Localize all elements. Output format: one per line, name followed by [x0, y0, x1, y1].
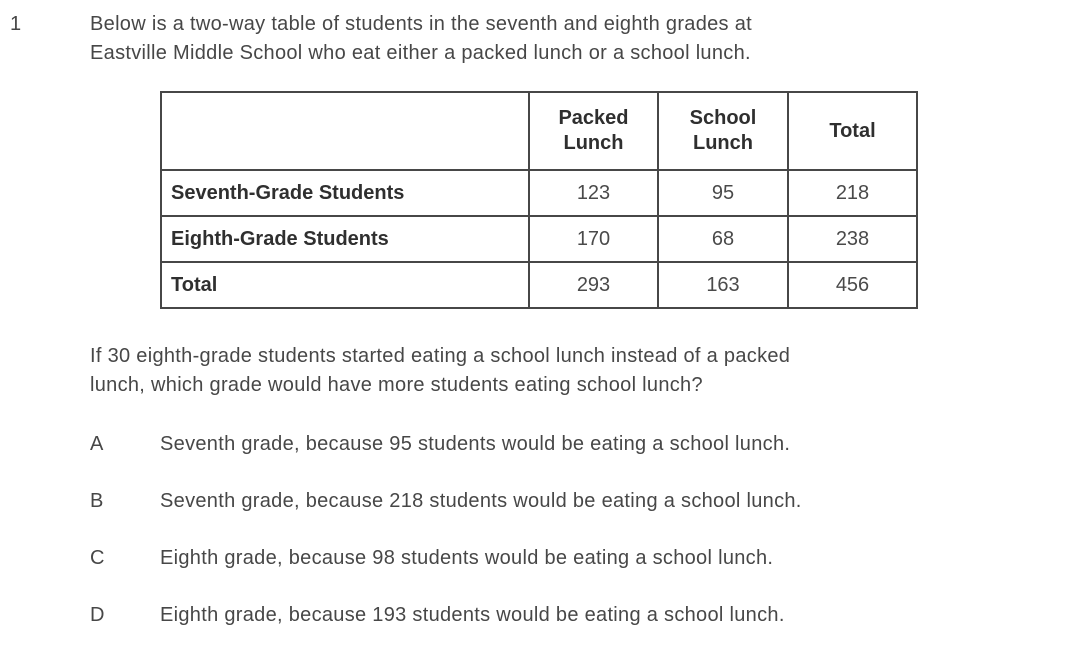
cell-value: 456: [787, 261, 918, 309]
header-cell-school-lunch: School Lunch: [657, 91, 789, 171]
option-letter: B: [90, 490, 104, 512]
row-label-total: Total: [160, 261, 530, 309]
table-row: Total 293 163 456: [160, 261, 918, 309]
header-cell-total: Total: [787, 91, 918, 171]
option-letter: A: [90, 433, 104, 455]
question-number: 1: [10, 13, 22, 35]
row-label-seventh-grade: Seventh-Grade Students: [160, 169, 530, 217]
header-cell-packed-lunch: Packed Lunch: [528, 91, 659, 171]
cell-value: 218: [787, 169, 918, 217]
cell-value: 123: [528, 169, 659, 217]
option-text: Seventh grade, because 218 students woul…: [160, 490, 802, 512]
cell-value: 163: [657, 261, 789, 309]
cell-value: 170: [528, 215, 659, 263]
question-intro-text: Below is a two-way table of students in …: [90, 13, 752, 64]
row-label-eighth-grade: Eighth-Grade Students: [160, 215, 530, 263]
header-cell-empty: [160, 91, 530, 171]
table-row: Eighth-Grade Students 170 68 238: [160, 215, 918, 263]
option-text: Seventh grade, because 95 students would…: [160, 433, 791, 455]
answer-option-d[interactable]: D Eighth grade, because 193 students wou…: [90, 601, 1050, 630]
two-way-table-container: Packed Lunch School Lunch Total Seventh-…: [160, 91, 1050, 309]
answer-option-c[interactable]: C Eighth grade, because 98 students woul…: [90, 544, 1050, 573]
option-letter: D: [90, 604, 105, 626]
two-way-table: Packed Lunch School Lunch Total Seventh-…: [160, 91, 918, 309]
answer-option-b[interactable]: B Seventh grade, because 218 students wo…: [90, 487, 1050, 516]
cell-value: 68: [657, 215, 789, 263]
question-body: Below is a two-way table of students in …: [90, 10, 1050, 650]
answer-option-a[interactable]: A Seventh grade, because 95 students wou…: [90, 430, 1050, 459]
option-letter: C: [90, 547, 105, 569]
question-prompt-text: If 30 eighth-grade students started eati…: [90, 345, 791, 396]
cell-value: 238: [787, 215, 918, 263]
answer-options: A Seventh grade, because 95 students wou…: [90, 430, 1050, 630]
option-text: Eighth grade, because 193 students would…: [160, 604, 785, 626]
cell-value: 293: [528, 261, 659, 309]
cell-value: 95: [657, 169, 789, 217]
table-row: Seventh-Grade Students 123 95 218: [160, 169, 918, 217]
option-text: Eighth grade, because 98 students would …: [160, 547, 774, 569]
table-header-row: Packed Lunch School Lunch Total: [160, 91, 918, 171]
